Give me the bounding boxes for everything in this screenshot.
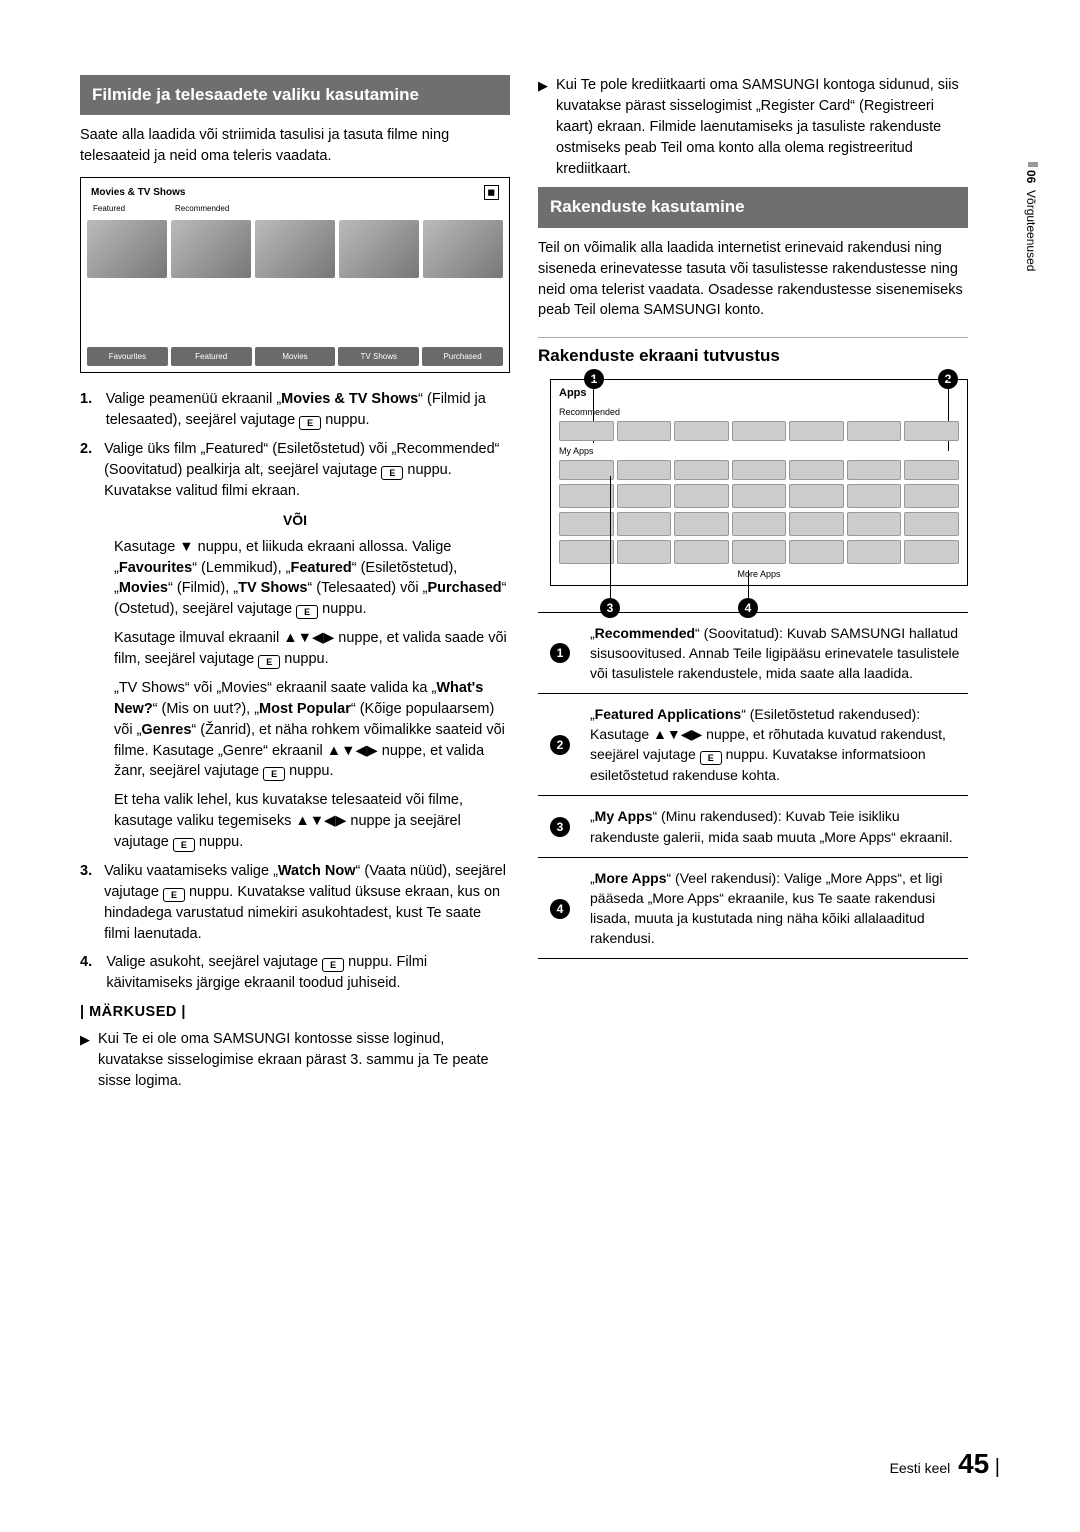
footer: Eesti keel 45 | <box>890 1448 1000 1480</box>
right-heading: Rakenduste kasutamine <box>538 187 968 227</box>
para-arrows: Kasutage ilmuval ekraanil ▲▼◀▶ nuppe, et… <box>114 628 510 670</box>
notes-label: | MÄRKUSED | <box>80 1002 510 1023</box>
para-fav: Kasutage ▼ nuppu, et liikuda ekraani all… <box>114 537 510 621</box>
movies-tv-mock: Movies & TV Shows◼ FeaturedRecommended F… <box>80 177 510 373</box>
apps-mock: Apps Recommended My Apps More Apps <box>550 379 968 586</box>
step-3: Valiku vaatamiseks valige „Watch Now“ (V… <box>104 861 510 945</box>
or-label: VÕI <box>80 510 510 530</box>
legend-4: „More Apps“ (Veel rakendusi): Valige „Mo… <box>582 857 968 959</box>
note-1: ▶Kui Te ei ole oma SAMSUNGI kontosse sis… <box>80 1029 510 1092</box>
left-heading: Filmide ja telesaadete valiku kasutamine <box>80 75 510 115</box>
left-column: Filmide ja telesaadete valiku kasutamine… <box>80 75 510 1100</box>
legend-1: „Recommended“ (Soovitatud): Kuvab SAMSUN… <box>582 612 968 693</box>
right-subheading: Rakenduste ekraani tutvustus <box>538 337 968 368</box>
legend-3: „My Apps“ (Minu rakendused): Kuvab Teie … <box>582 796 968 857</box>
right-column: ▶Kui Te pole krediitkaarti oma SAMSUNGI … <box>538 75 968 1100</box>
enter-icon <box>299 416 321 430</box>
callout-4: 4 <box>738 598 758 618</box>
step-4: Valige asukoht, seejärel vajutage nuppu.… <box>106 952 510 994</box>
section-tab-mark <box>1028 162 1038 167</box>
legend-2: „Featured Applications“ (Esiletõstetud r… <box>582 693 968 795</box>
para-select: Et teha valik lehel, kus kuvatakse teles… <box>114 790 510 853</box>
legend-table: 1„Recommended“ (Soovitatud): Kuvab SAMSU… <box>538 612 968 960</box>
step-1: Valige peamenüü ekraanil „Movies & TV Sh… <box>106 389 510 431</box>
left-intro: Saate alla laadida või striimida tasulis… <box>80 125 510 167</box>
para-whatsnew: „TV Shows“ või „Movies“ ekraanil saate v… <box>114 678 510 782</box>
side-tab: 06 Võrguteenused <box>1024 170 1038 271</box>
note-2: ▶Kui Te pole krediitkaarti oma SAMSUNGI … <box>538 75 968 179</box>
callout-3: 3 <box>600 598 620 618</box>
step-2: Valige üks film „Featured“ (Esiletõstetu… <box>104 439 510 502</box>
right-intro: Teil on võimalik alla laadida internetis… <box>538 238 968 322</box>
